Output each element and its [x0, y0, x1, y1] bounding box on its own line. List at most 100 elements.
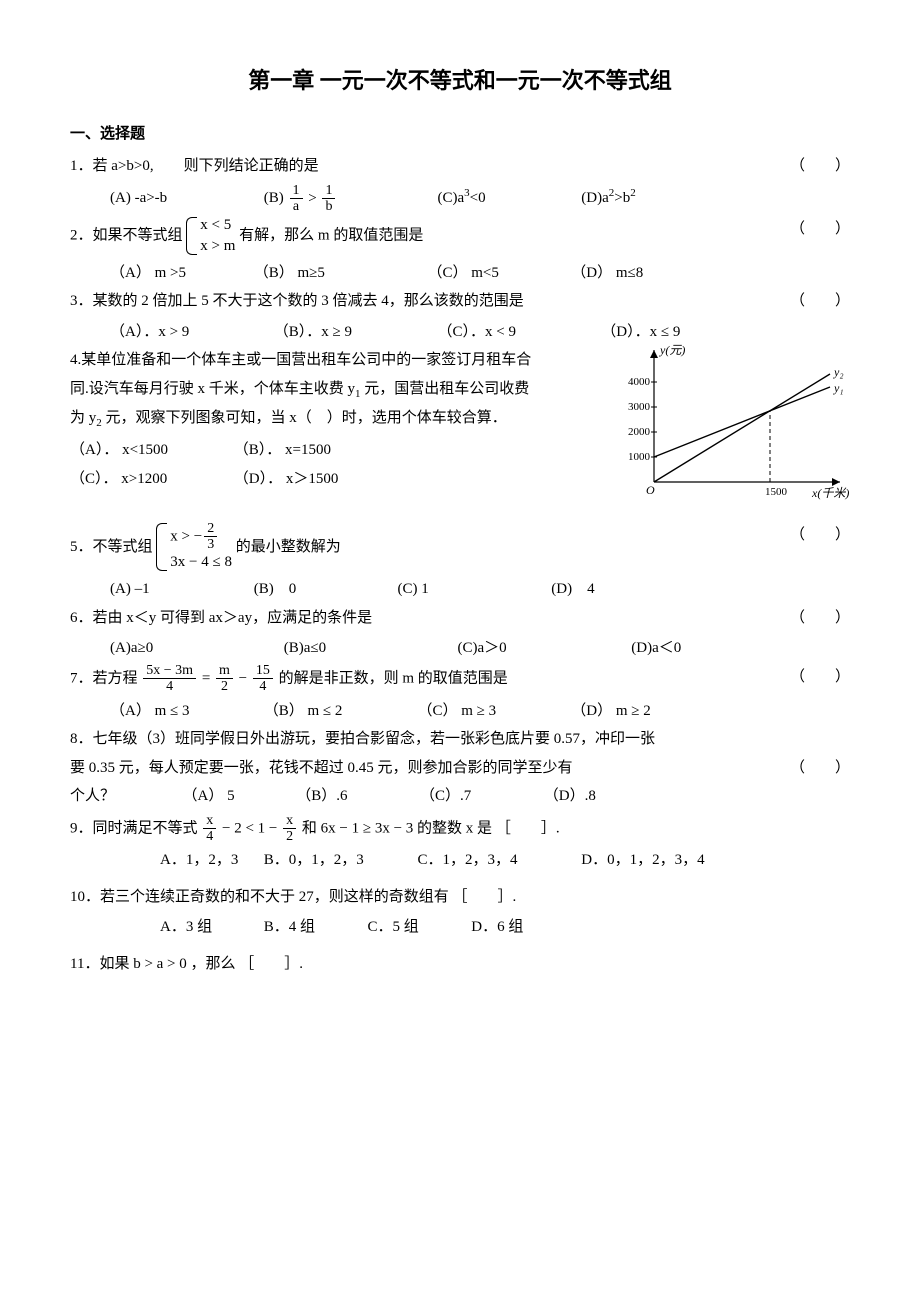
eq-sign: =	[202, 670, 210, 686]
q8-opt-a: （A） 5	[183, 782, 293, 811]
q10-options: A．3 组 B．4 组 C．5 组 D．6 组	[70, 913, 850, 942]
question-10: 10．若三个连续正奇数的和不大于 27，则这样的奇数组有 ［ ］.	[70, 883, 850, 912]
q9-opt-a: A．1，2，3	[160, 846, 260, 875]
fraction: 1b	[322, 183, 335, 215]
answer-paren: （ ）	[790, 754, 850, 783]
q1-opt-a: (A) -a>-b	[110, 184, 260, 213]
q5-options: (A) –1 (B) 0 (C) 1 (D) 4	[70, 575, 850, 604]
q11-stem: 11．如果 b > a > 0 ，那么	[70, 956, 236, 972]
q1-opt-c: (C)a3<0	[438, 183, 578, 213]
fraction: 154	[253, 663, 273, 695]
question-5: 5．不等式组 x > −23 3x − 4 ≤ 8 的最小整数解为 （ ）	[70, 521, 850, 574]
q5-opt-a: (A) –1	[110, 575, 250, 604]
fraction: m2	[216, 663, 233, 695]
question-2: 2．如果不等式组 x < 5 x > m 有解，那么 m 的取值范围是 （ ）	[70, 215, 850, 257]
brace-row: x > −23	[170, 521, 232, 553]
q7-opt-c: （C） m ≥ 3	[418, 697, 568, 726]
q10-opt-a: A．3 组	[160, 913, 260, 942]
q4-opt-a: （A）． x<1500	[70, 436, 230, 465]
q4-line1: 4.某单位准备和一个体车主或一国营出租车公司中的一家签订月租车合	[70, 352, 531, 368]
fraction: 5x − 3m4	[143, 663, 196, 695]
answer-paren: （ ）	[790, 287, 850, 316]
q6-opt-d: (D)a＜0	[631, 634, 681, 663]
answer-paren: （ ）	[790, 521, 850, 550]
page-title: 第一章 一元一次不等式和一元一次不等式组	[70, 60, 850, 102]
q10-opt-d: D．6 组	[471, 913, 523, 942]
brace-row: 3x − 4 ≤ 8	[170, 552, 232, 573]
fraction: x4	[203, 813, 216, 845]
q9-options: A．1，2，3 B．0，1，2，3 C．1，2，3，4 D．0，1，2，3，4	[70, 846, 850, 875]
fraction: 23	[204, 521, 217, 553]
xtick: 1500	[765, 486, 788, 498]
question-4: 4.某单位准备和一个体车主或一国营出租车公司中的一家签订月租车合 同.设汽车每月…	[70, 346, 850, 434]
brace-row: x < 5	[200, 215, 235, 236]
q8-opt-b: （B）.6	[296, 782, 416, 811]
q4-line3a: 为 y	[70, 410, 96, 426]
q7-options: （A） m ≤ 3 （B） m ≤ 2 （C） m ≥ 3 （D） m ≥ 2	[70, 697, 850, 726]
q4-opt-c: （C）． x>1200	[70, 465, 230, 494]
origin-label: O	[646, 483, 655, 497]
q6-opt-c: (C)a＞0	[458, 634, 628, 663]
q6-opt-b: (B)a≤0	[284, 634, 454, 663]
q5-post: 的最小整数解为	[236, 538, 341, 554]
q10-opt-c: C．5 组	[368, 913, 468, 942]
q3-opt-d: （D）．x ≤ 9	[601, 318, 680, 347]
q8-line3: 个人？	[70, 788, 115, 804]
q9-opt-b: B．0，1，2，3	[264, 846, 414, 875]
q9-mid1: − 2 < 1 −	[222, 820, 277, 836]
brace-system: x > −23 3x − 4 ≤ 8	[156, 521, 232, 574]
question-1: 1．若 a>b>0, 则下列结论正确的是 （ ）	[70, 152, 850, 181]
question-9: 9．同时满足不等式 x4 − 2 < 1 − x2 和 6x − 1 ≥ 3x …	[70, 813, 850, 845]
q8-line1: 8．七年级（3）班同学假日外出游玩，要拍合影留念，若一张彩色底片要 0.57，冲…	[70, 731, 655, 747]
q7-opt-b: （B） m ≤ 2	[264, 697, 414, 726]
x-axis-label: x(千米)	[811, 486, 849, 500]
question-7: 7．若方程 5x − 3m4 = m2 − 154 的解是非正数，则 m 的取值…	[70, 663, 850, 695]
q2-opt-a: （A） m >5	[110, 259, 250, 288]
answer-paren: （ ）	[790, 215, 850, 244]
q2-pre: 2．如果不等式组	[70, 227, 183, 243]
brace-system: x < 5 x > m	[186, 215, 235, 257]
q6-stem: 6．若由 x＜y 可得到 ax＞ay，应满足的条件是	[70, 610, 372, 626]
fraction: 1a	[290, 183, 303, 215]
q5-opt-d: (D) 4	[551, 575, 594, 604]
q10-stem: 10．若三个连续正奇数的和不大于 27，则这样的奇数组有	[70, 889, 449, 905]
q1-options: (A) -a>-b (B) 1a > 1b (C)a3<0 (D)a2>b2	[70, 183, 850, 215]
q9-opt-c: C．1，2，3，4	[418, 846, 578, 875]
answer-bracket: ［ ］.	[496, 820, 560, 836]
brace-row: x > m	[200, 236, 235, 257]
q3-opt-a: （A）．x > 9	[110, 318, 270, 347]
q7-pre: 7．若方程	[70, 670, 138, 686]
q3-opt-c: （C）．x < 9	[438, 318, 598, 347]
q10-opt-b: B．4 组	[264, 913, 364, 942]
q4-line2b: 元，国营出租车公司收费	[361, 381, 530, 397]
q7-opt-d: （D） m ≥ 2	[571, 697, 650, 726]
q9-mid2: 和 6x − 1 ≥ 3x − 3 的整数 x 是	[302, 820, 492, 836]
q1-stem: 1．若 a>b>0, 则下列结论正确的是	[70, 158, 319, 174]
q1-opt-d: (D)a2>b2	[581, 183, 635, 213]
q7-opt-a: （A） m ≤ 3	[110, 697, 260, 726]
ytick: 1000	[628, 451, 651, 463]
q2-opt-c: （C） m<5	[428, 259, 568, 288]
q2-options: （A） m >5 （B） m≥5 （C） m<5 （D） m≤8	[70, 259, 850, 288]
q6-opt-a: (A)a≥0	[110, 634, 280, 663]
q9-opt-d: D．0，1，2，3，4	[581, 846, 704, 875]
q4-line2a: 同.设汽车每月行驶 x 千米，个体车主收费 y	[70, 381, 355, 397]
q3-opt-b: （B）．x ≥ 9	[274, 318, 434, 347]
question-6: 6．若由 x＜y 可得到 ax＞ay，应满足的条件是 （ ）	[70, 604, 850, 633]
fraction: x2	[283, 813, 296, 845]
q4-opt-b: （B）． x=1500	[234, 442, 331, 458]
q8-opt-c: （C）.7	[420, 782, 540, 811]
q6-options: (A)a≥0 (B)a≤0 (C)a＞0 (D)a＜0	[70, 634, 850, 663]
q2-opt-d: （D） m≤8	[571, 259, 643, 288]
answer-paren: （ ）	[790, 152, 850, 181]
q8-opt-d: （D）.8	[544, 788, 596, 804]
q1-opt-b: (B) 1a > 1b	[264, 183, 434, 215]
answer-bracket: ［ ］.	[239, 956, 303, 972]
q4-line3b: 元，观察下列图象可知，当 x（ ）时，选用个体车较合算．	[102, 410, 507, 426]
answer-paren: （ ）	[790, 604, 850, 633]
q5-pre: 5．不等式组	[70, 538, 153, 554]
question-11: 11．如果 b > a > 0 ，那么 ［ ］.	[70, 950, 850, 979]
q7-post: 的解是非正数，则 m 的取值范围是	[279, 670, 508, 686]
question-8: 8．七年级（3）班同学假日外出游玩，要拍合影留念，若一张彩色底片要 0.57，冲…	[70, 725, 850, 811]
answer-paren: （ ）	[790, 663, 850, 692]
